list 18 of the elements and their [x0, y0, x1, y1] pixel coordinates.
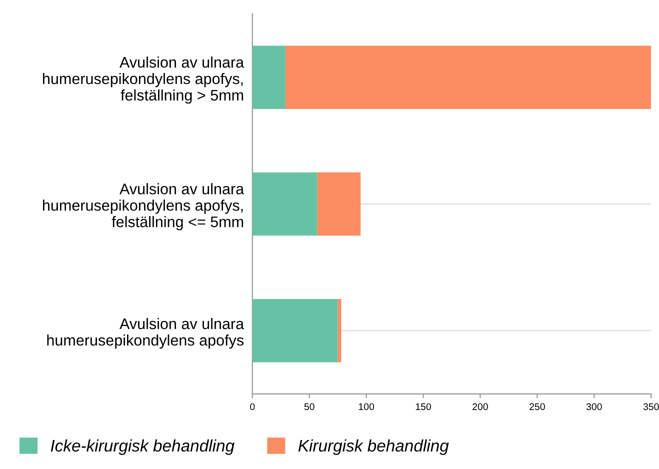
- y-tick-label: Avulsion av ulnara humerusepikondylens apofys, felställning > 5mm: [43, 56, 244, 104]
- bar: [252, 298, 338, 362]
- x-tick-label: 50: [304, 403, 314, 410]
- bar: [252, 172, 318, 236]
- y-tick-label: Avulsion av ulnara humerusepikondylens apofys: [47, 318, 244, 349]
- x-tick-label: 150: [416, 403, 431, 410]
- x-tick-label: 200: [472, 403, 488, 410]
- bar: [317, 172, 361, 236]
- x-tick-label: 100: [358, 403, 374, 410]
- bar: [285, 46, 652, 110]
- x-tick-label: 250: [530, 403, 545, 410]
- x-tick-label: 0: [250, 403, 255, 410]
- bar: [252, 46, 286, 110]
- x-tick-label: 300: [586, 403, 602, 410]
- y-tick-label: Avulsion av ulnara humerusepikondylens apofys, felställning <= 5mm: [43, 183, 244, 230]
- legend-label: Kirurgisk behandling: [298, 439, 449, 455]
- legend-label: Icke-kirurgisk behandling: [50, 439, 234, 455]
- x-tick-label: 350: [643, 403, 659, 410]
